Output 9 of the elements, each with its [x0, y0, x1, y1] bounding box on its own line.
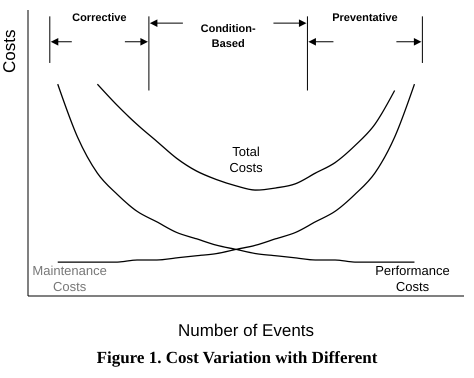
text: Preventative [332, 12, 398, 24]
series-label: Total Costs [229, 144, 264, 176]
x-axis-title: Number of Events [178, 321, 314, 340]
series-label: Maintenance Costs [32, 262, 107, 294]
series-label: Performance Costs [375, 262, 450, 294]
caption: Figure 1. Cost Variation with Different [96, 348, 378, 368]
text: Corrective [72, 12, 127, 24]
y-axis-title: Costs [0, 30, 20, 73]
text: Condition-Based [200, 22, 256, 50]
